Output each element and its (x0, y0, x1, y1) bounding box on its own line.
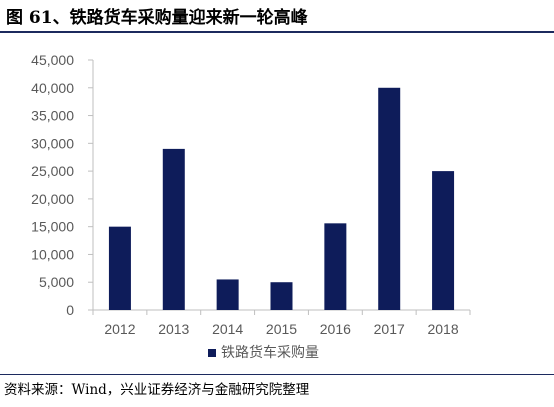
y-tick-label: 25,000 (31, 163, 74, 179)
x-tick-label: 2017 (374, 321, 405, 337)
chart-title: 图 61、铁路货车采购量迎来新一轮高峰 (6, 8, 308, 28)
y-tick-label: 0 (66, 302, 74, 318)
bar-2018 (432, 171, 455, 310)
y-tick-label: 20,000 (31, 191, 74, 207)
bar-2014 (216, 279, 239, 310)
x-tick-label: 2018 (427, 321, 458, 337)
bar-2016 (324, 223, 347, 310)
legend-label: 铁路货车采购量 (221, 344, 319, 361)
bar-chart: 0 5,000 10,000 15,000 20,000 25,000 30,000 35,0… (31, 52, 471, 361)
y-tick-label: 40,000 (31, 80, 74, 96)
source-note: 资料来源：Wind，兴业证券经济与金融研究院整理 (4, 382, 310, 398)
x-tick-label: 2016 (320, 321, 351, 337)
y-tick-label: 15,000 (31, 219, 74, 235)
x-tick-label: 2012 (104, 321, 135, 337)
x-axis-labels: 2012 2013 2014 2015 2016 2017 2018 (92, 310, 471, 337)
x-tick-label: 2015 (266, 321, 297, 337)
y-tick-label: 45,000 (31, 52, 74, 68)
y-tick-label: 5,000 (39, 274, 74, 290)
y-tick-label: 10,000 (31, 246, 74, 262)
source-divider (0, 374, 554, 375)
x-tick-label: 2014 (212, 321, 243, 337)
y-axis-ticks: 0 5,000 10,000 15,000 20,000 25,000 30,000 35,0… (31, 52, 93, 318)
bar-2013 (162, 148, 185, 310)
y-tick-label: 35,000 (31, 108, 74, 124)
bar-2015 (270, 282, 293, 310)
x-tick-label: 2013 (158, 321, 189, 337)
legend-swatch (208, 349, 216, 357)
bar-2017 (378, 87, 401, 311)
bars (108, 87, 455, 311)
bar-2012 (108, 226, 131, 310)
title-bar: 图 61、铁路货车采购量迎来新一轮高峰 (0, 0, 554, 31)
title-divider (0, 31, 554, 33)
y-tick-label: 30,000 (31, 135, 74, 151)
legend: 铁路货车采购量 (208, 344, 319, 361)
